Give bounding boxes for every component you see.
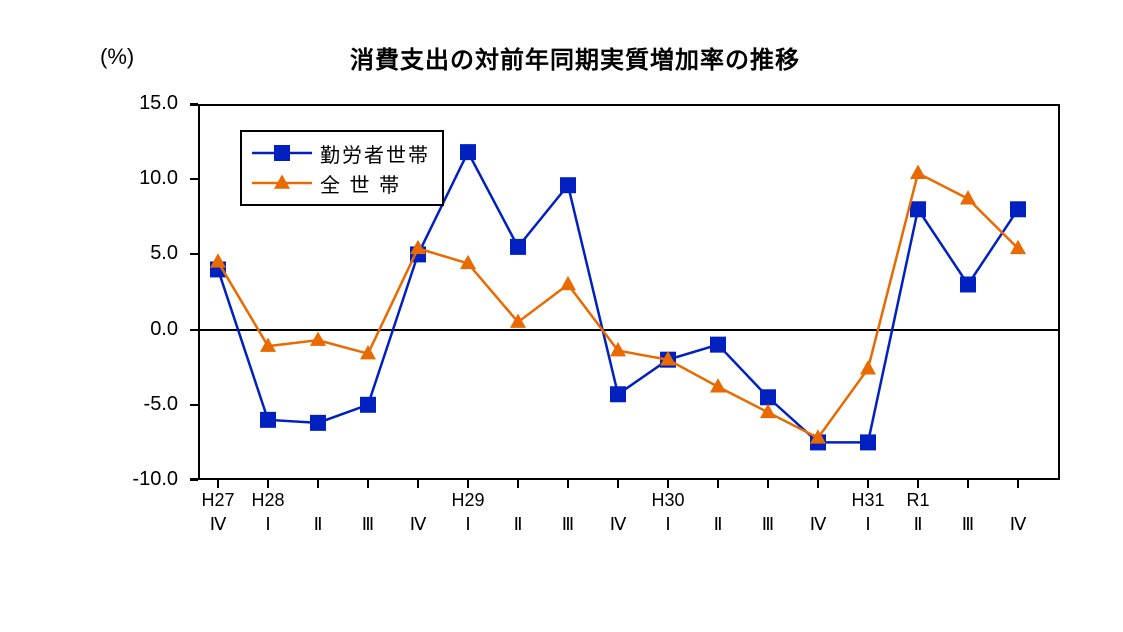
x-tick-mark — [917, 480, 919, 488]
x-tick-mark — [617, 480, 619, 488]
x-quarter-label: Ⅰ — [265, 514, 270, 535]
legend-swatch-0 — [252, 141, 312, 165]
x-era-label: H29 — [451, 490, 484, 511]
legend-swatch-svg — [252, 171, 312, 195]
y-tick-label: 10.0 — [108, 167, 178, 190]
x-quarter-label: Ⅱ — [714, 514, 723, 535]
y-tick-mark — [190, 103, 198, 105]
x-quarter-label: Ⅲ — [562, 514, 574, 535]
y-tick-mark — [190, 404, 198, 406]
chart-root: { "title": "消費支出の対前年同期実質増加率の推移", "y_unit… — [0, 0, 1123, 632]
x-quarter-label: Ⅰ — [865, 514, 870, 535]
x-tick-mark — [717, 480, 719, 488]
y-tick-mark — [190, 479, 198, 481]
x-quarter-label: Ⅳ — [610, 514, 627, 535]
y-tick-label: 15.0 — [108, 92, 178, 115]
x-quarter-label: Ⅱ — [314, 514, 323, 535]
x-quarter-label: Ⅰ — [465, 514, 470, 535]
y-tick-label: -5.0 — [108, 393, 178, 416]
x-tick-mark — [667, 480, 669, 488]
x-quarter-label: Ⅳ — [210, 514, 227, 535]
x-quarter-label: Ⅳ — [1010, 514, 1027, 535]
x-quarter-label: Ⅳ — [410, 514, 427, 535]
x-era-label: H28 — [251, 490, 284, 511]
x-quarter-label: Ⅱ — [914, 514, 923, 535]
zero-axis — [190, 329, 1060, 331]
x-tick-mark — [567, 480, 569, 488]
x-tick-mark — [317, 480, 319, 488]
x-quarter-label: Ⅱ — [514, 514, 523, 535]
x-era-label: H31 — [851, 490, 884, 511]
legend-label-1: 全 世 帯 — [320, 169, 401, 198]
y-tick-mark — [190, 329, 198, 331]
x-era-label: H30 — [651, 490, 684, 511]
x-tick-mark — [1017, 480, 1019, 488]
x-tick-mark — [817, 480, 819, 488]
y-tick-label: 5.0 — [108, 242, 178, 265]
x-quarter-label: Ⅳ — [810, 514, 827, 535]
legend-swatch-svg — [252, 141, 312, 165]
y-tick-mark — [190, 178, 198, 180]
x-tick-mark — [517, 480, 519, 488]
x-tick-mark — [867, 480, 869, 488]
x-tick-mark — [217, 480, 219, 488]
y-tick-label: -10.0 — [108, 468, 178, 491]
legend-label-0: 勤労者世帯 — [320, 139, 430, 168]
x-era-label: R1 — [906, 490, 929, 511]
x-quarter-label: Ⅲ — [762, 514, 774, 535]
chart-title: 消費支出の対前年同期実質増加率の推移 — [350, 40, 800, 75]
x-tick-mark — [967, 480, 969, 488]
x-era-label: H27 — [201, 490, 234, 511]
legend-swatch-1 — [252, 171, 312, 195]
x-quarter-label: Ⅲ — [362, 514, 374, 535]
x-tick-mark — [767, 480, 769, 488]
y-axis-unit: (%) — [100, 44, 134, 70]
x-quarter-label: Ⅲ — [962, 514, 974, 535]
legend-item-1: 全 世 帯 — [252, 168, 430, 198]
x-tick-mark — [417, 480, 419, 488]
x-tick-mark — [267, 480, 269, 488]
x-tick-mark — [367, 480, 369, 488]
legend-item-0: 勤労者世帯 — [252, 138, 430, 168]
y-tick-mark — [190, 253, 198, 255]
legend: 勤労者世帯 全 世 帯 — [240, 130, 444, 206]
y-axis — [198, 104, 200, 480]
x-quarter-label: Ⅰ — [665, 514, 670, 535]
x-tick-mark — [467, 480, 469, 488]
y-tick-label: 0.0 — [108, 318, 178, 341]
